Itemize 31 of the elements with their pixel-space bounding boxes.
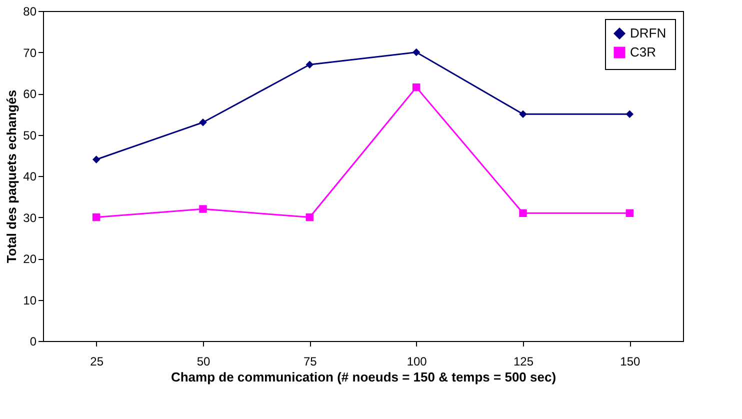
y-tick-label: 60 xyxy=(23,87,37,101)
x-tick-label: 100 xyxy=(406,354,428,368)
legend-label: DRFN xyxy=(630,26,666,40)
x-tick-label: 125 xyxy=(513,354,534,368)
y-tick-label: 70 xyxy=(23,46,37,60)
y-tick-label: 80 xyxy=(23,4,37,18)
point xyxy=(626,110,634,118)
x-tick-label: 50 xyxy=(196,354,210,368)
x-tick-label: 75 xyxy=(303,354,318,368)
y-tick-label: 50 xyxy=(23,128,37,142)
y-tick-label: 30 xyxy=(23,210,37,225)
point xyxy=(199,118,207,126)
y-tick-label: 0 xyxy=(30,334,37,348)
point xyxy=(92,156,100,164)
point xyxy=(626,209,634,217)
point xyxy=(412,48,420,56)
y-tick-label: 20 xyxy=(23,252,37,266)
point xyxy=(519,110,527,118)
x-axis-title: Champ de communication (# noeuds = 150 & temps = 500 sec) xyxy=(170,370,556,384)
legend-label: C3R xyxy=(630,44,656,60)
point xyxy=(92,213,100,222)
y-tick-label: 40 xyxy=(23,170,37,184)
x-tick-label: 150 xyxy=(620,354,640,368)
x-tick-label: 25 xyxy=(90,354,104,368)
point xyxy=(519,209,527,217)
point xyxy=(306,60,314,68)
y-axis-title: Total des paquets echangés xyxy=(4,90,20,264)
point xyxy=(306,213,314,222)
point xyxy=(199,205,207,213)
y-tick-label: 10 xyxy=(23,293,37,308)
point xyxy=(412,83,420,92)
